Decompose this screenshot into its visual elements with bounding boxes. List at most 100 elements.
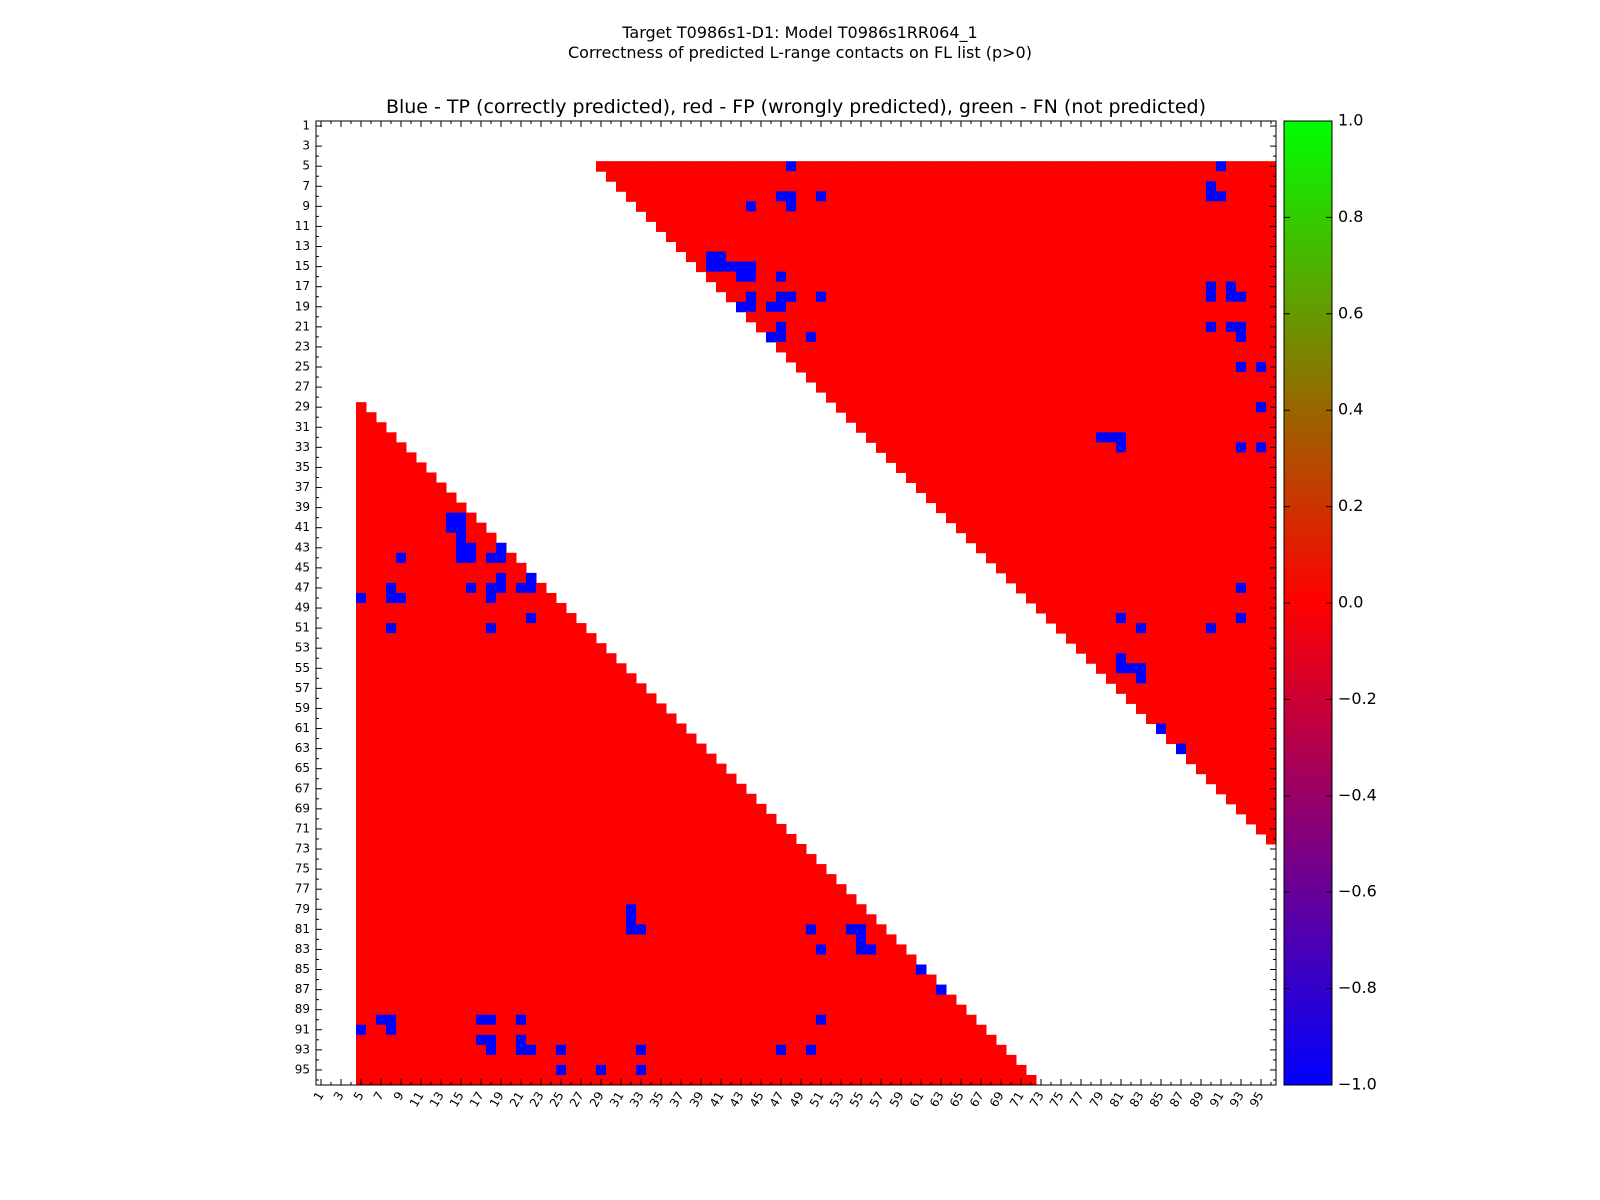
fp-cell bbox=[536, 1024, 547, 1036]
fp-cell bbox=[1106, 291, 1117, 303]
fp-cell bbox=[1146, 572, 1157, 584]
fp-cell bbox=[1096, 643, 1107, 654]
fp-cell bbox=[896, 994, 907, 1006]
fp-cell bbox=[466, 813, 477, 825]
fp-cell bbox=[846, 171, 857, 182]
fp-cell bbox=[566, 623, 577, 634]
fp-cell bbox=[1016, 311, 1027, 323]
fp-cell bbox=[916, 402, 927, 413]
fp-cell bbox=[476, 603, 487, 614]
fp-cell bbox=[826, 1034, 837, 1046]
fp-cell bbox=[476, 914, 487, 925]
fp-cell bbox=[606, 894, 617, 905]
fp-cell bbox=[846, 211, 857, 222]
fp-cell bbox=[1176, 462, 1187, 473]
fp-cell bbox=[1096, 512, 1107, 524]
fp-cell bbox=[436, 924, 447, 935]
fp-cell bbox=[496, 914, 507, 925]
fp-cell bbox=[716, 833, 727, 845]
fp-cell bbox=[886, 331, 897, 343]
fp-cell bbox=[1206, 603, 1217, 614]
fp-cell bbox=[656, 884, 667, 895]
fp-cell bbox=[786, 231, 797, 242]
fp-cell bbox=[466, 663, 477, 674]
fp-cell bbox=[1266, 472, 1277, 483]
fp-cell bbox=[1076, 492, 1087, 504]
fp-cell bbox=[796, 1054, 807, 1066]
fp-cell bbox=[1126, 231, 1137, 242]
fp-cell bbox=[746, 803, 757, 815]
fp-cell bbox=[726, 241, 737, 253]
fp-cell bbox=[896, 442, 907, 453]
fp-cell bbox=[916, 221, 927, 232]
fp-cell bbox=[456, 964, 467, 976]
fp-cell bbox=[396, 904, 407, 915]
fp-cell bbox=[386, 803, 397, 815]
fp-cell bbox=[906, 954, 917, 965]
fp-cell bbox=[466, 1044, 477, 1056]
fp-cell bbox=[766, 1024, 777, 1036]
fp-cell bbox=[886, 301, 897, 313]
tp-cell bbox=[386, 1024, 397, 1036]
fp-cell bbox=[876, 934, 887, 945]
fp-cell bbox=[676, 241, 687, 253]
fp-cell bbox=[926, 382, 937, 393]
fp-cell bbox=[816, 382, 827, 393]
fp-cell bbox=[1076, 462, 1087, 473]
fp-cell bbox=[1086, 402, 1097, 413]
fp-cell bbox=[546, 1044, 557, 1056]
fp-cell bbox=[1086, 372, 1097, 383]
fp-cell bbox=[1126, 161, 1137, 172]
fp-cell bbox=[506, 844, 517, 855]
fp-cell bbox=[886, 1044, 897, 1056]
fp-cell bbox=[886, 341, 897, 353]
fp-cell bbox=[396, 844, 407, 855]
fp-cell bbox=[1236, 763, 1247, 775]
fp-cell bbox=[576, 844, 587, 855]
fp-cell bbox=[916, 181, 927, 192]
fp-cell bbox=[676, 904, 687, 915]
fp-cell bbox=[706, 221, 717, 232]
fp-cell bbox=[1236, 201, 1247, 212]
fp-cell bbox=[506, 1064, 517, 1076]
fp-cell bbox=[746, 161, 757, 172]
fp-cell bbox=[736, 823, 747, 835]
fp-cell bbox=[486, 833, 497, 845]
fp-cell bbox=[536, 844, 547, 855]
fp-cell bbox=[1256, 472, 1267, 483]
fp-cell bbox=[1216, 562, 1227, 574]
fp-cell bbox=[1086, 542, 1097, 554]
fp-cell bbox=[686, 854, 697, 865]
fp-cell bbox=[396, 954, 407, 965]
fp-cell bbox=[796, 1004, 807, 1016]
fp-cell bbox=[1146, 653, 1157, 664]
fp-cell bbox=[956, 522, 967, 534]
fp-cell bbox=[1086, 512, 1097, 524]
fp-cell bbox=[986, 191, 997, 202]
fp-cell bbox=[736, 874, 747, 885]
fp-cell bbox=[536, 763, 547, 775]
fp-cell bbox=[736, 954, 747, 965]
fp-cell bbox=[506, 582, 517, 594]
fp-cell bbox=[1216, 552, 1227, 564]
fp-cell bbox=[1066, 271, 1077, 283]
fp-cell bbox=[1076, 291, 1087, 303]
fp-cell bbox=[1056, 592, 1067, 604]
fp-cell bbox=[866, 994, 877, 1006]
fp-cell bbox=[1246, 412, 1257, 423]
fp-cell bbox=[486, 1064, 497, 1076]
fp-cell bbox=[616, 1024, 627, 1036]
fp-cell bbox=[1096, 603, 1107, 614]
fp-cell bbox=[446, 864, 457, 875]
fp-cell bbox=[1216, 472, 1227, 483]
fp-cell bbox=[446, 924, 457, 935]
fp-cell bbox=[976, 191, 987, 202]
fp-cell bbox=[1186, 331, 1197, 343]
fp-cell bbox=[1076, 582, 1087, 594]
fp-cell bbox=[416, 864, 427, 875]
fp-cell bbox=[1196, 331, 1207, 343]
fp-cell bbox=[406, 964, 417, 976]
fp-cell bbox=[966, 281, 977, 293]
fp-cell bbox=[586, 914, 597, 925]
fp-cell bbox=[356, 904, 367, 915]
